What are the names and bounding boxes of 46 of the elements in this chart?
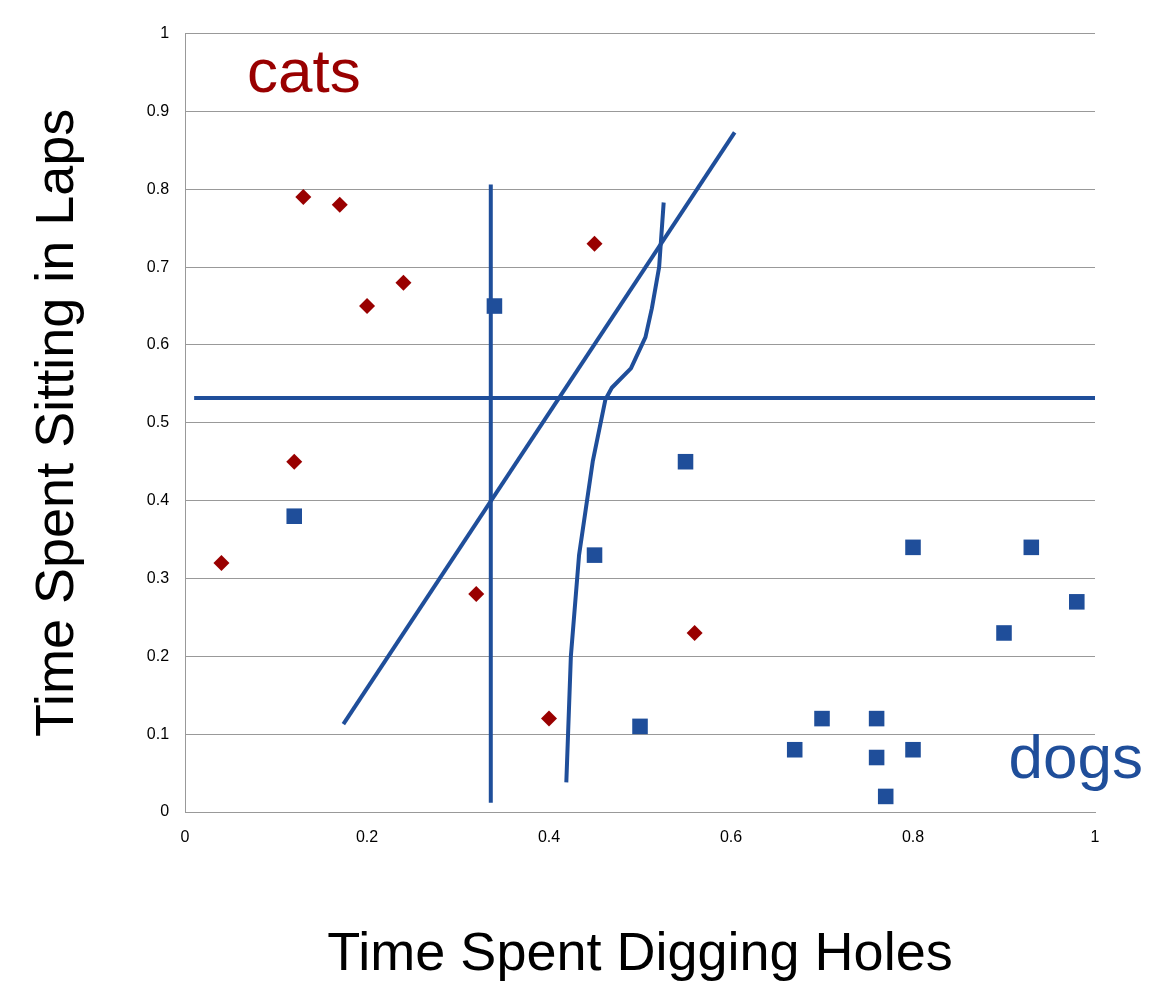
series-label: dogs xyxy=(1008,722,1143,792)
point xyxy=(1069,594,1085,610)
y-tick-label: 0.8 xyxy=(146,179,170,197)
point xyxy=(877,788,894,805)
y-tick-label: 0.9 xyxy=(146,101,170,119)
point xyxy=(632,718,648,735)
y-tick-label: 0.3 xyxy=(146,568,170,586)
x-tick-label: 1 xyxy=(1090,828,1100,846)
x-axis-title: Time Spent Digging Holes xyxy=(327,921,953,982)
x-tick-label: 0.8 xyxy=(901,828,925,846)
point xyxy=(868,710,885,727)
point xyxy=(286,453,303,470)
point xyxy=(586,547,603,563)
y-tick-label: 0.7 xyxy=(146,257,170,275)
x-tick-label: 0.6 xyxy=(719,828,743,846)
point xyxy=(905,741,921,758)
point xyxy=(996,625,1012,641)
point xyxy=(586,235,603,252)
point xyxy=(541,710,558,727)
point xyxy=(1023,539,1040,556)
y-tick-label: 0.4 xyxy=(146,491,170,509)
point xyxy=(686,624,703,641)
point xyxy=(905,539,921,556)
point xyxy=(213,554,230,571)
y-tick-label: 0.6 xyxy=(146,335,170,353)
point xyxy=(868,749,885,766)
point xyxy=(359,298,376,315)
y-tick-label: 0.5 xyxy=(146,413,170,431)
point xyxy=(486,298,503,314)
x-tick-label: 0 xyxy=(180,828,190,846)
x-tick-label: 0.2 xyxy=(355,828,379,846)
point xyxy=(295,189,312,206)
point xyxy=(786,741,803,758)
series-label: cats xyxy=(247,35,361,105)
point xyxy=(814,710,830,727)
point xyxy=(331,196,348,213)
point xyxy=(468,586,485,603)
y-tick-label: 0.2 xyxy=(146,646,170,664)
point xyxy=(395,274,412,291)
y-tick-label: 0.1 xyxy=(146,724,170,742)
x-tick-label: 0.4 xyxy=(537,828,561,846)
point xyxy=(286,508,303,524)
point xyxy=(677,453,694,470)
y-tick-label: 0 xyxy=(160,802,170,820)
y-tick-label: 1 xyxy=(160,24,170,42)
y-axis-title: Time Spent Sitting in Laps xyxy=(24,108,85,737)
